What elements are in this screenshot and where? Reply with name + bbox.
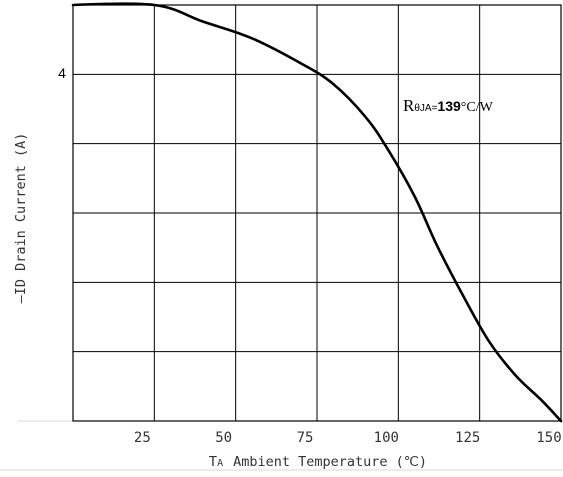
x-tick-label: 25 [134, 430, 151, 446]
drain-current-curve [71, 2, 563, 423]
outer-faint-lines [0, 420, 563, 471]
annotation-sub: θJA= [414, 103, 437, 114]
x-tick-label: 75 [297, 430, 314, 446]
y-tick-label: 4 [58, 65, 66, 81]
plot-frame [72, 4, 562, 422]
annotation-unit: °C/W [461, 100, 494, 115]
thermal-resistance-annotation: RθJA=139°C/W [403, 96, 494, 115]
x-tick-label: 100 [374, 430, 399, 446]
x-tick-label: 50 [215, 430, 232, 446]
series-layer [71, 2, 563, 423]
x-tick-labels: 25 50 75 100 125 150 [134, 430, 562, 446]
annotation-main: R [403, 96, 415, 115]
chart-grid [73, 5, 561, 421]
x-axis-label-subscript: A [217, 458, 223, 469]
annotation-value: 139 [437, 98, 461, 114]
x-axis-label-text: Ambient Temperature (℃) [233, 454, 427, 470]
y-tick-labels: 4 [58, 65, 66, 81]
x-tick-label: 125 [455, 430, 480, 446]
y-axis-label: —ID Drain Current (A) [13, 133, 29, 304]
x-tick-label: 150 [536, 430, 561, 446]
x-axis-label: TA Ambient Temperature (℃) [209, 454, 427, 470]
x-axis-label-prefix: T [209, 454, 217, 470]
